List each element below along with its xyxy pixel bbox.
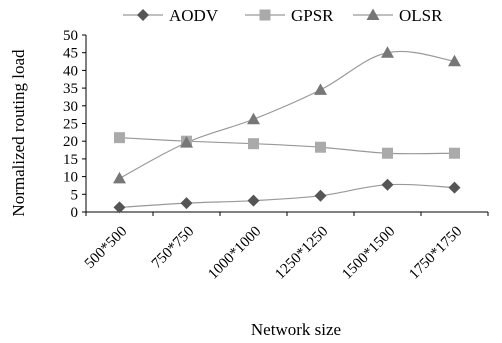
legend-aodv-label: AODV [169, 6, 219, 25]
aodv-series-line [119, 183, 455, 208]
gpsr-data-point [449, 147, 460, 159]
legend-olsr-marker [366, 8, 380, 20]
olsr-data-point [247, 112, 260, 125]
gpsr-data-point [315, 141, 326, 153]
x-tick-label: 1750*1750 [406, 224, 465, 283]
legend: AODV GPSR OLSR [123, 6, 443, 25]
legend-olsr-label: OLSR [399, 6, 443, 25]
olsr-data-point [381, 46, 394, 58]
aodv-data-point [314, 189, 327, 202]
y-tick-label: 25 [63, 117, 78, 133]
olsr-data-point [113, 171, 126, 184]
y-tick-label: 50 [63, 28, 78, 44]
gpsr-data-point [248, 138, 259, 150]
aodv-data-point [247, 194, 260, 207]
olsr-data-point [448, 54, 461, 67]
olsr-data-point [314, 83, 327, 95]
y-tick-label: 20 [63, 134, 78, 150]
x-tick-label: 750*750 [149, 224, 197, 272]
y-axis-title: Normalized routing load [9, 49, 28, 217]
x-tick-label: 1250*1250 [272, 224, 331, 283]
aodv-data-point [448, 181, 461, 194]
olsr-data-point [180, 136, 193, 148]
gpsr-series-line [119, 137, 455, 155]
olsr-series-line [119, 50, 455, 179]
gpsr-data-point [382, 147, 393, 159]
y-tick-label: 40 [63, 63, 78, 79]
x-axis-title: Network size [251, 320, 341, 339]
series-lines [119, 50, 455, 208]
legend-aodv-marker [137, 9, 149, 21]
x-axis-ticks: 500*500 750*750 1000*1000 1250*1250 1500*150… [82, 212, 489, 283]
y-tick-label: 5 [71, 187, 79, 203]
y-tick-label: 15 [63, 152, 78, 168]
aodv-data-point [180, 197, 193, 210]
y-tick-label: 30 [63, 99, 78, 115]
aodv-data-point [381, 178, 394, 191]
y-tick-label: 45 [63, 46, 78, 62]
x-tick-label: 1000*1000 [205, 224, 264, 283]
legend-gpsr-label: GPSR [291, 6, 334, 25]
legend-gpsr-marker [259, 9, 271, 21]
series-markers [113, 46, 461, 214]
y-tick-label: 0 [71, 205, 79, 221]
gpsr-data-point [114, 132, 125, 144]
aodv-data-point [113, 201, 126, 214]
y-tick-label: 10 [63, 170, 78, 186]
x-tick-label: 500*500 [82, 224, 130, 272]
x-tick-label: 1500*1500 [339, 224, 398, 283]
y-tick-label: 35 [63, 81, 78, 97]
